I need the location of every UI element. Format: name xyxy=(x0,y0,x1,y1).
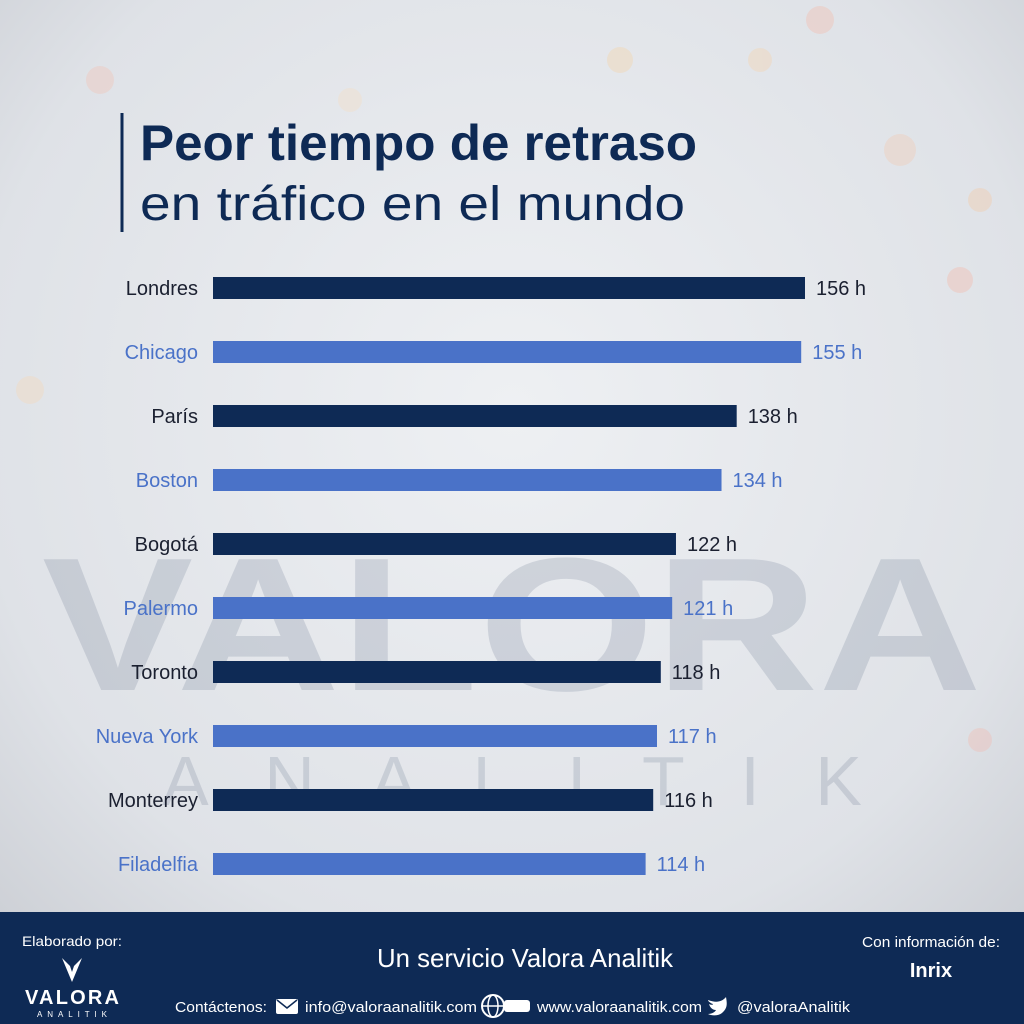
web[interactable]: www.valoraanalitik.com xyxy=(536,999,702,1016)
chart-title: Peor tiempo de retraso xyxy=(140,115,697,171)
value-label: 117 h xyxy=(668,726,717,748)
category-label: Monterrey xyxy=(108,790,198,812)
bar xyxy=(213,469,722,491)
email-icon xyxy=(276,999,298,1014)
value-label: 121 h xyxy=(683,598,733,620)
email[interactable]: info@valoraanalitik.com xyxy=(305,999,477,1016)
source-label: Con información de: xyxy=(862,934,1000,951)
twitter-icon xyxy=(708,997,727,1016)
bar xyxy=(213,789,654,811)
value-label: 116 h xyxy=(664,790,713,812)
category-label: Toronto xyxy=(131,662,198,684)
bar xyxy=(213,853,646,875)
value-label: 134 h xyxy=(733,470,783,492)
logo-sub: ANALITIK xyxy=(37,1010,108,1019)
contact-label: Contáctenos: xyxy=(175,999,267,1016)
chart-subtitle: en tráfico en el mundo xyxy=(140,178,685,231)
bar xyxy=(213,533,676,555)
value-label: 122 h xyxy=(687,534,737,556)
web-icon xyxy=(481,994,530,1018)
category-label: Palermo xyxy=(124,598,198,620)
category-label: Filadelfia xyxy=(118,854,199,876)
twitter[interactable]: @valoraAnalitik xyxy=(737,999,851,1016)
bar xyxy=(213,341,802,363)
category-label: Nueva York xyxy=(96,726,199,748)
logo-name: VALORA xyxy=(25,987,119,1009)
category-label: Chicago xyxy=(125,342,198,364)
logo-mark xyxy=(62,958,82,982)
made-by: Elaborado por: xyxy=(22,933,122,949)
source: Inrix xyxy=(910,960,952,982)
category-label: Londres xyxy=(126,278,198,300)
category-label: Bogotá xyxy=(135,534,199,556)
category-label: París xyxy=(151,406,198,428)
value-label: 156 h xyxy=(816,278,866,300)
value-label: 114 h xyxy=(657,854,706,876)
bokeh xyxy=(16,6,992,752)
footer-content: Elaborado por: VALORA ANALITIK Un servic… xyxy=(22,933,1000,1019)
bar xyxy=(213,597,673,619)
service: Un servicio Valora Analitik xyxy=(377,943,674,973)
bar xyxy=(213,725,657,747)
bar xyxy=(213,405,737,427)
category-label: Boston xyxy=(136,470,198,492)
plot: Londres 156 h Chicago 155 h París 138 h Boston… xyxy=(96,277,866,876)
value-label: 118 h xyxy=(672,662,721,684)
bar xyxy=(213,277,805,299)
value-label: 155 h xyxy=(812,342,862,364)
bar xyxy=(213,661,661,683)
value-label: 138 h xyxy=(748,406,798,428)
